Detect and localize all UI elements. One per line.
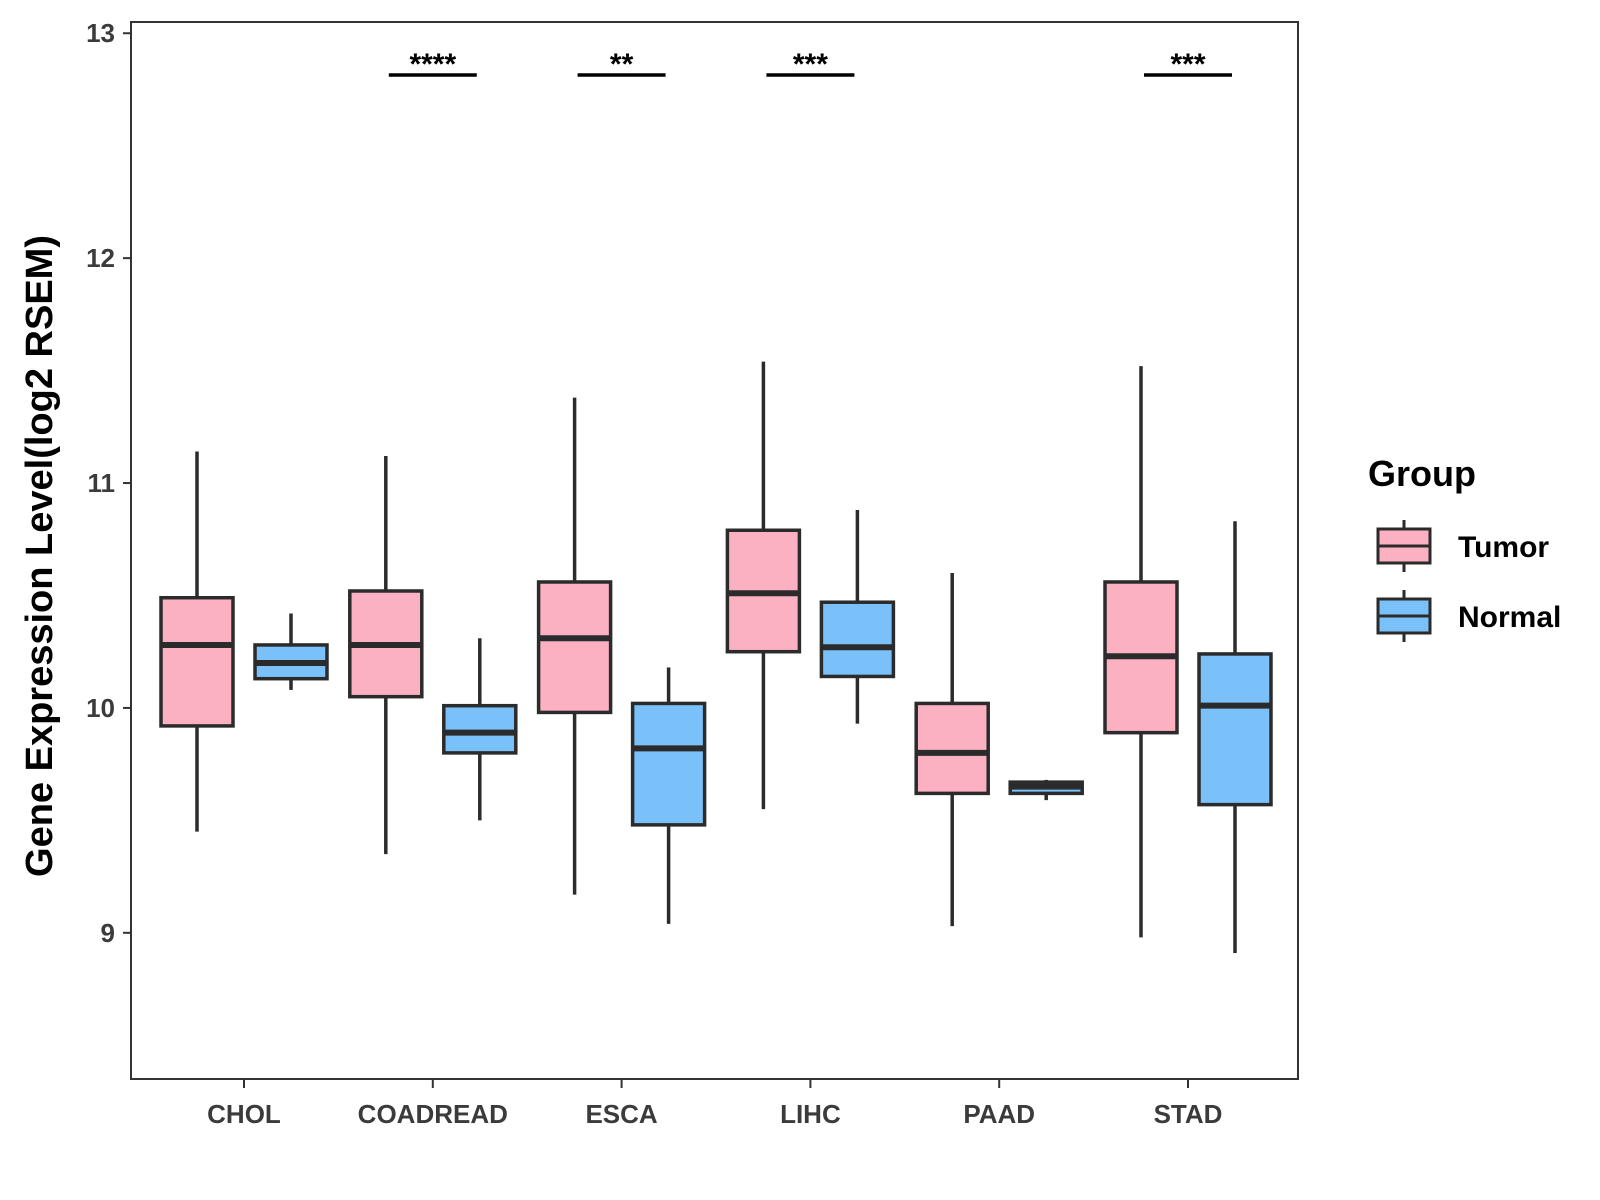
significance-label: *** (793, 48, 828, 81)
box-normal-esca (630, 667, 707, 924)
significance-esca: ** (577, 48, 666, 81)
panel-border (130, 21, 1299, 1080)
x-tick-label: PAAD (963, 1099, 1035, 1129)
y-tick-label: 12 (86, 243, 115, 273)
x-tick-label: ESCA (585, 1099, 657, 1129)
box-normal-coadread (442, 638, 518, 821)
box-normal-stad (1197, 521, 1273, 954)
x-tick-label: COADREAD (358, 1099, 508, 1129)
significance-lihc: *** (766, 48, 855, 81)
box-normal-paad (1008, 779, 1084, 801)
box-iqr (442, 703, 518, 755)
legend-label: Tumor (1458, 531, 1549, 564)
box-tumor-esca (536, 397, 613, 895)
x-tick-label: LIHC (780, 1099, 841, 1129)
box-iqr (536, 580, 613, 715)
x-tick-label: CHOL (207, 1099, 281, 1129)
significance-stad: *** (1144, 48, 1232, 81)
x-tick-label: STAD (1154, 1099, 1223, 1129)
box-tumor-lihc (725, 361, 802, 810)
y-tick-label: 10 (86, 693, 115, 723)
legend-label: Normal (1458, 601, 1561, 634)
significance-label: **** (409, 48, 456, 81)
y-tick-label: 9 (101, 918, 115, 948)
y-axis-label: Gene Expression Level(log2 RSEM) (19, 235, 61, 877)
y-tick-label: 11 (88, 468, 116, 498)
y-axis: 9 10 11 12 13 (86, 18, 131, 948)
legend-item-normal: Normal (1376, 590, 1561, 642)
box-iqr (914, 701, 990, 796)
legend-item-tumor: Tumor (1376, 520, 1549, 572)
box-tumor-coadread (348, 456, 424, 855)
significance-coadread: **** (388, 48, 477, 81)
box-tumor-paad (914, 572, 990, 927)
box-layer (159, 361, 1273, 954)
box-iqr (1197, 652, 1273, 807)
box-tumor-chol (159, 451, 235, 832)
significance-layer: **** ** *** *** (388, 48, 1232, 81)
box-normal-chol (253, 613, 329, 690)
box-tumor-stad (1103, 366, 1179, 938)
box-iqr (159, 595, 235, 728)
box-iqr (630, 701, 707, 827)
box-normal-lihc (819, 510, 896, 724)
legend-title: Group (1368, 453, 1476, 494)
legend: Group Tumor Normal (1368, 453, 1561, 642)
significance-label: *** (1170, 48, 1205, 81)
x-axis: CHOL COADREAD ESCA LIHC PAAD STAD (207, 1079, 1222, 1129)
box-iqr (819, 600, 896, 679)
y-tick-label: 13 (86, 18, 115, 48)
significance-label: ** (610, 48, 634, 81)
